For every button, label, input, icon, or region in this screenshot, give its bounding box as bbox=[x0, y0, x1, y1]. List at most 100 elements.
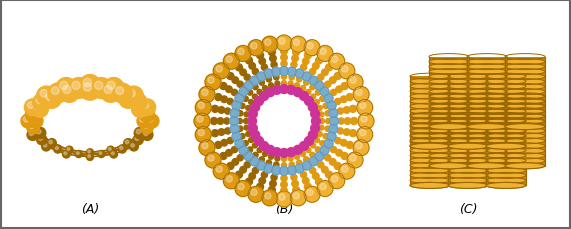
Circle shape bbox=[268, 187, 275, 194]
Ellipse shape bbox=[505, 163, 545, 169]
Ellipse shape bbox=[410, 139, 450, 144]
Circle shape bbox=[119, 147, 123, 150]
Circle shape bbox=[331, 90, 337, 96]
Circle shape bbox=[303, 178, 309, 184]
Circle shape bbox=[357, 100, 373, 116]
Circle shape bbox=[295, 164, 304, 173]
Circle shape bbox=[293, 187, 300, 194]
Circle shape bbox=[316, 58, 323, 65]
Circle shape bbox=[63, 86, 71, 94]
Ellipse shape bbox=[429, 163, 469, 169]
Circle shape bbox=[86, 149, 94, 156]
Circle shape bbox=[29, 114, 43, 128]
Ellipse shape bbox=[486, 124, 526, 130]
Circle shape bbox=[202, 90, 208, 96]
Circle shape bbox=[270, 56, 276, 62]
Ellipse shape bbox=[505, 153, 545, 159]
Ellipse shape bbox=[486, 109, 526, 115]
Ellipse shape bbox=[448, 144, 488, 150]
Circle shape bbox=[316, 178, 323, 185]
Circle shape bbox=[280, 188, 288, 195]
Circle shape bbox=[243, 141, 248, 146]
Circle shape bbox=[132, 97, 139, 104]
Ellipse shape bbox=[410, 104, 450, 110]
Ellipse shape bbox=[486, 99, 526, 105]
Circle shape bbox=[287, 86, 296, 95]
Circle shape bbox=[240, 104, 245, 109]
Circle shape bbox=[274, 75, 279, 81]
Ellipse shape bbox=[448, 183, 488, 188]
Circle shape bbox=[226, 57, 232, 63]
Circle shape bbox=[307, 162, 312, 168]
Circle shape bbox=[31, 117, 37, 123]
Circle shape bbox=[230, 117, 239, 126]
Ellipse shape bbox=[486, 153, 526, 159]
Ellipse shape bbox=[429, 99, 469, 105]
Circle shape bbox=[235, 94, 244, 103]
Ellipse shape bbox=[505, 69, 545, 75]
Circle shape bbox=[325, 93, 331, 99]
Ellipse shape bbox=[410, 183, 450, 188]
Circle shape bbox=[238, 126, 243, 132]
Circle shape bbox=[331, 127, 337, 133]
Circle shape bbox=[360, 130, 366, 136]
Circle shape bbox=[252, 168, 259, 174]
Ellipse shape bbox=[467, 119, 507, 125]
Circle shape bbox=[350, 155, 356, 161]
Circle shape bbox=[325, 65, 332, 72]
Circle shape bbox=[238, 111, 243, 117]
Circle shape bbox=[239, 88, 248, 97]
Circle shape bbox=[335, 99, 341, 105]
Ellipse shape bbox=[486, 84, 526, 90]
Circle shape bbox=[349, 106, 356, 113]
Circle shape bbox=[216, 66, 222, 73]
Ellipse shape bbox=[486, 143, 526, 149]
Circle shape bbox=[234, 101, 239, 107]
Circle shape bbox=[329, 136, 335, 142]
Circle shape bbox=[128, 90, 135, 98]
Circle shape bbox=[244, 75, 250, 81]
Ellipse shape bbox=[429, 118, 469, 124]
Circle shape bbox=[257, 148, 262, 153]
Ellipse shape bbox=[467, 153, 507, 159]
Circle shape bbox=[247, 147, 253, 153]
Ellipse shape bbox=[410, 119, 450, 125]
Circle shape bbox=[262, 172, 268, 178]
Circle shape bbox=[218, 107, 224, 114]
Circle shape bbox=[202, 143, 208, 149]
Ellipse shape bbox=[448, 143, 488, 149]
Ellipse shape bbox=[505, 128, 545, 134]
Circle shape bbox=[266, 88, 275, 97]
Ellipse shape bbox=[505, 124, 545, 130]
Circle shape bbox=[337, 128, 343, 134]
Circle shape bbox=[199, 140, 215, 156]
Ellipse shape bbox=[410, 84, 450, 90]
Circle shape bbox=[275, 156, 280, 161]
Circle shape bbox=[315, 152, 324, 161]
Circle shape bbox=[244, 125, 249, 131]
FancyBboxPatch shape bbox=[448, 77, 488, 147]
Ellipse shape bbox=[467, 124, 507, 130]
Ellipse shape bbox=[505, 143, 545, 149]
Ellipse shape bbox=[486, 128, 526, 134]
Ellipse shape bbox=[429, 64, 469, 70]
Ellipse shape bbox=[448, 128, 488, 134]
Ellipse shape bbox=[410, 129, 450, 135]
Circle shape bbox=[223, 173, 239, 189]
Circle shape bbox=[232, 132, 241, 141]
Text: (A): (A) bbox=[81, 203, 99, 215]
Circle shape bbox=[235, 65, 243, 72]
Ellipse shape bbox=[467, 109, 507, 115]
Circle shape bbox=[331, 147, 337, 153]
Circle shape bbox=[221, 97, 227, 103]
Ellipse shape bbox=[486, 133, 526, 139]
Circle shape bbox=[353, 140, 369, 156]
Circle shape bbox=[293, 193, 299, 199]
Circle shape bbox=[194, 114, 210, 129]
Ellipse shape bbox=[429, 59, 469, 65]
Ellipse shape bbox=[448, 94, 488, 100]
Circle shape bbox=[108, 148, 111, 151]
Circle shape bbox=[282, 157, 287, 162]
Circle shape bbox=[272, 68, 281, 77]
Circle shape bbox=[279, 85, 288, 94]
